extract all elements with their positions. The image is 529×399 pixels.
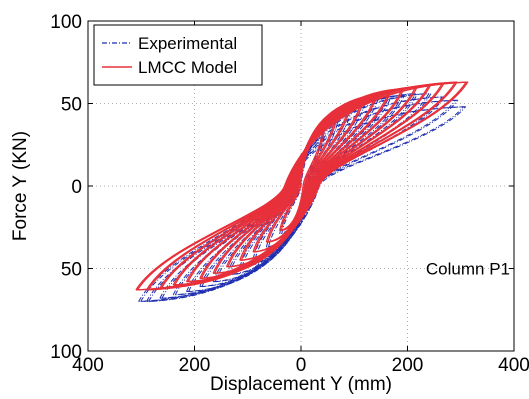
legend-entry-experimental: Experimental (138, 34, 237, 53)
loop-cycle (136, 81, 469, 291)
y-axis-label: Force Y (KN) (10, 131, 31, 241)
legend-entry-lmcc-model: LMCC Model (138, 58, 237, 77)
x-tick-label: 200 (179, 355, 211, 376)
loop-cycle (140, 106, 466, 302)
y-tick-label: 0 (71, 177, 82, 198)
x-tick-label: 0 (296, 355, 307, 376)
loop-cycle (159, 96, 443, 299)
series-layer (135, 81, 469, 302)
y-tick-label: 100 (50, 12, 82, 33)
column-annotation: Column P1 (426, 260, 510, 279)
y-tick-label: 50 (61, 260, 82, 281)
legend-box (93, 24, 263, 86)
legend: Experimental LMCC Model (93, 24, 263, 86)
series-lmcc-model (135, 81, 469, 291)
x-axis-label: Displacement Y (mm) (210, 374, 392, 395)
y-tick-label: 100 (50, 342, 82, 363)
x-tick-label: 200 (392, 355, 424, 376)
x-tick-label: 400 (72, 355, 104, 376)
x-tick-label: 400 (498, 355, 529, 376)
loop-cycle (188, 93, 419, 293)
y-tick-label: 50 (61, 95, 82, 116)
